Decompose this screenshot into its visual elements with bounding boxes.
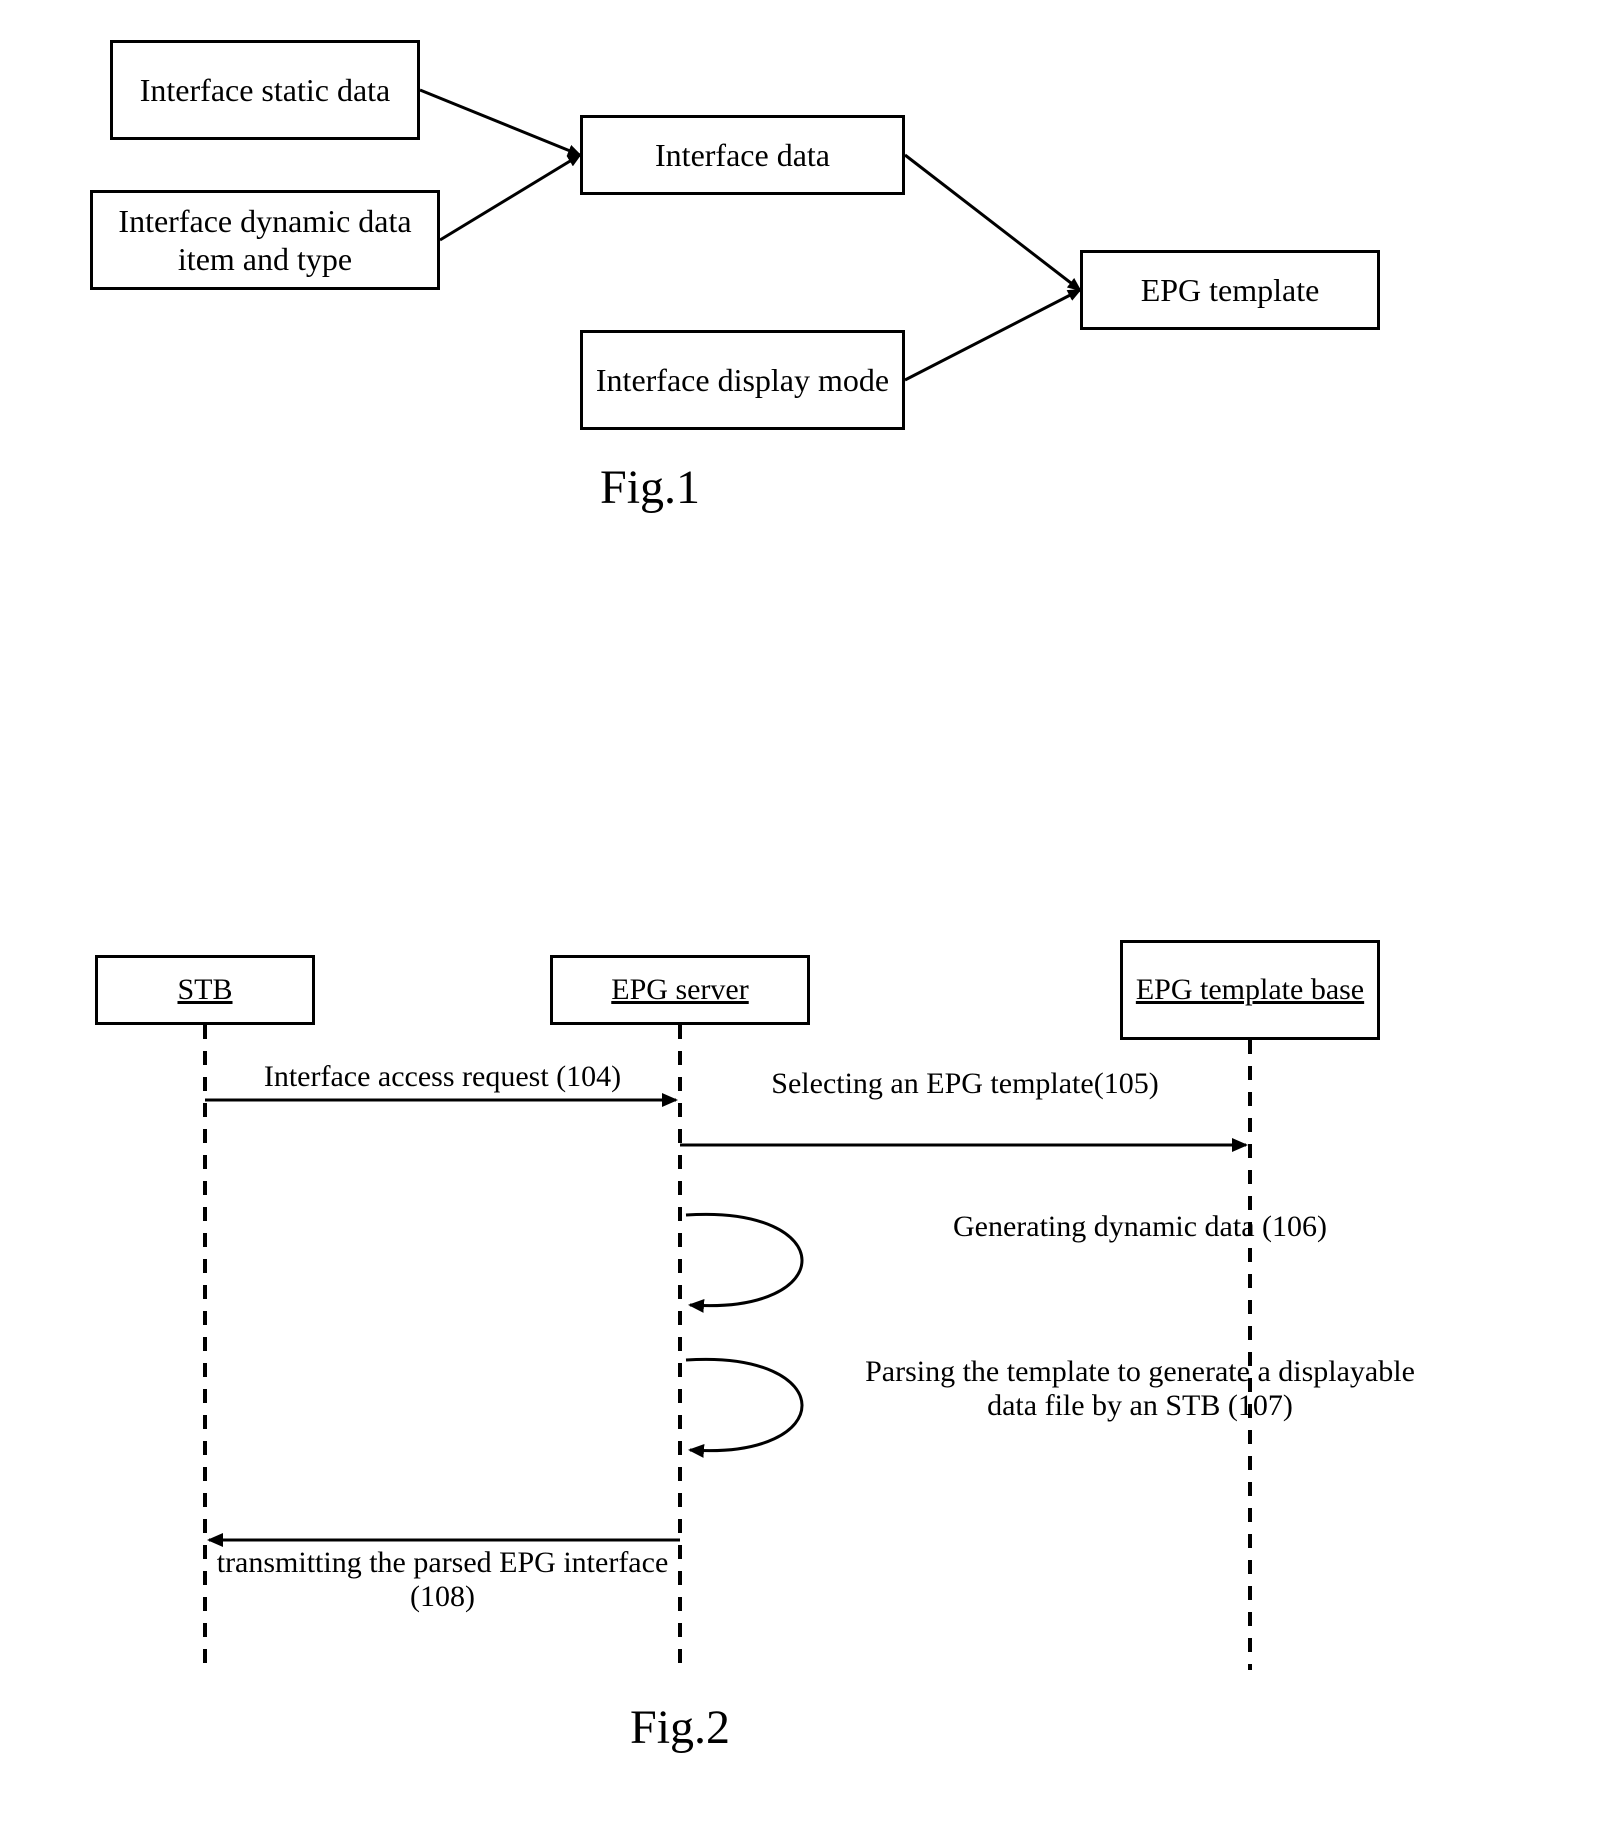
figure-2-diagram [0,0,1597,1750]
figure-2: STB EPG server EPG template base Interface … [0,0,1597,1750]
figure-2-caption: Fig.2 [630,1700,730,1755]
fig2-msg-3: Parsing the template to generate a displ… [860,1355,1420,1423]
fig2-msg-1: Selecting an EPG template(105) [690,1067,1240,1101]
fig2-msg-4: transmitting the parsed EPG interface (1… [215,1546,670,1614]
fig2-participant-base: EPG template base [1120,940,1380,1040]
fig2-msg-0: Interface access request (104) [215,1060,670,1094]
fig2-participant-stb: STB [95,955,315,1025]
fig2-msg-2: Generating dynamic data (106) [860,1210,1420,1244]
fig2-participant-srv: EPG server [550,955,810,1025]
